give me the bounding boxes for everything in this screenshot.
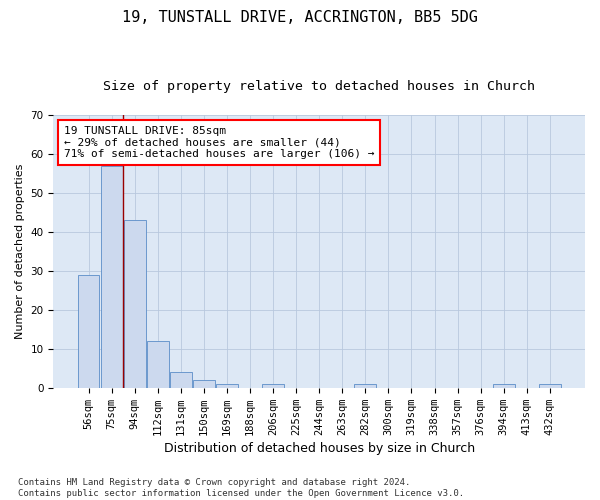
Bar: [539, 384, 561, 388]
Bar: [193, 380, 215, 388]
Bar: [355, 384, 376, 388]
Bar: [147, 341, 169, 388]
Bar: [216, 384, 238, 388]
Title: Size of property relative to detached houses in Church: Size of property relative to detached ho…: [103, 80, 535, 93]
X-axis label: Distribution of detached houses by size in Church: Distribution of detached houses by size …: [164, 442, 475, 455]
Bar: [170, 372, 192, 388]
Bar: [493, 384, 515, 388]
Bar: [101, 166, 122, 388]
Text: 19 TUNSTALL DRIVE: 85sqm
← 29% of detached houses are smaller (44)
71% of semi-d: 19 TUNSTALL DRIVE: 85sqm ← 29% of detach…: [64, 126, 374, 159]
Bar: [77, 275, 100, 388]
Y-axis label: Number of detached properties: Number of detached properties: [15, 164, 25, 339]
Text: 19, TUNSTALL DRIVE, ACCRINGTON, BB5 5DG: 19, TUNSTALL DRIVE, ACCRINGTON, BB5 5DG: [122, 10, 478, 25]
Bar: [124, 220, 146, 388]
Bar: [262, 384, 284, 388]
Text: Contains HM Land Registry data © Crown copyright and database right 2024.
Contai: Contains HM Land Registry data © Crown c…: [18, 478, 464, 498]
